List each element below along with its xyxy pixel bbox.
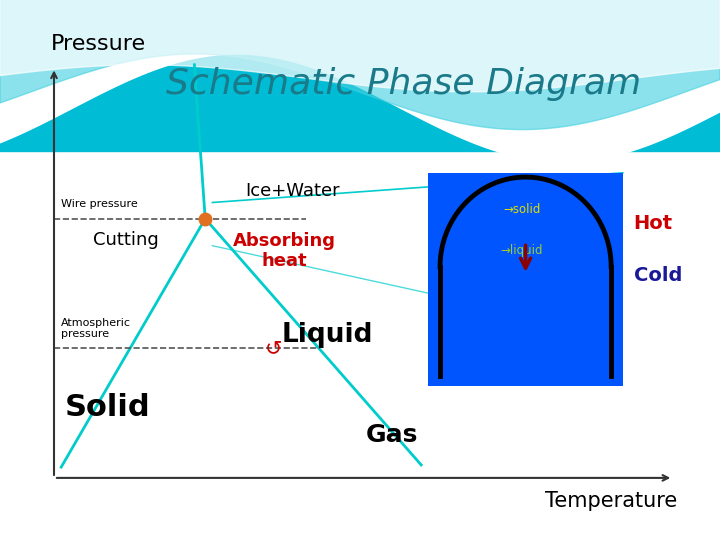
Text: Absorbing
heat: Absorbing heat — [233, 232, 336, 271]
Text: Schematic Phase Diagram: Schematic Phase Diagram — [166, 67, 641, 100]
Text: Liquid: Liquid — [282, 322, 374, 348]
Text: Atmospheric
pressure: Atmospheric pressure — [61, 318, 131, 339]
Text: Solid: Solid — [66, 393, 150, 422]
Text: Hot: Hot — [634, 214, 672, 233]
Text: Cold: Cold — [634, 266, 682, 285]
Text: ↺: ↺ — [265, 338, 282, 359]
Text: →solid: →solid — [503, 204, 541, 217]
Text: Gas: Gas — [366, 423, 418, 447]
Text: Wire pressure: Wire pressure — [61, 199, 138, 209]
Text: Temperature: Temperature — [544, 491, 677, 511]
Bar — [428, 173, 623, 386]
Text: Cutting: Cutting — [93, 231, 159, 249]
Text: Ice+Water: Ice+Water — [245, 181, 339, 200]
Text: →liquid: →liquid — [500, 244, 544, 257]
Text: Pressure: Pressure — [50, 34, 145, 54]
